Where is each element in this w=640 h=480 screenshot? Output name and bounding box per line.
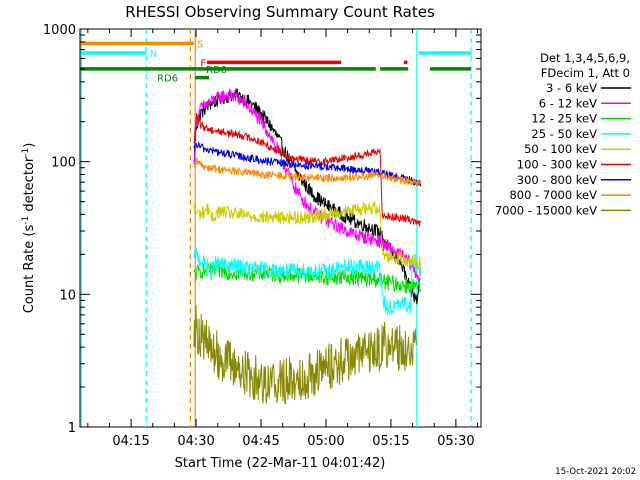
legend: Det 1,3,4,5,6,9, FDecim 1, Att 0 3 - 6 k… (495, 51, 631, 217)
status-bar-label-n: N (150, 49, 157, 60)
x-tick-label-0: 04:15 (112, 434, 149, 449)
legend-label-0: 3 - 6 keV (546, 81, 597, 95)
y-tick-label-2: 100 (51, 156, 76, 171)
legend-label-6: 300 - 800 keV (517, 173, 597, 187)
legend-label-1: 6 - 12 keV (539, 96, 597, 110)
y-axis-label-part-3: ) (22, 143, 37, 148)
y-axis-label-part-2: detector (22, 156, 37, 216)
plot-area: S N F RD6 RD0 1 10 100 1000 04:15 04:30 04:45 05:0… (43, 23, 482, 449)
series-line-8 (193, 305, 417, 405)
x-tick-label-2: 04:45 (242, 434, 279, 449)
series-line-6 (193, 141, 422, 187)
legend-label-2: 12 - 25 keV (531, 112, 597, 126)
generated-timestamp: 15-Oct-2021 20:02 (555, 467, 636, 477)
legend-label-5: 100 - 300 keV (517, 158, 597, 172)
y-axis-label-sup-2: -1 (21, 148, 31, 157)
plot-frame (79, 28, 482, 428)
y-axis-label: Count Rate (s-1 detector-1) (21, 143, 37, 314)
y-axis-label-group: Count Rate (s-1 detector-1) (21, 143, 37, 314)
y-tick-label-3: 1000 (43, 23, 76, 38)
legend-label-4: 50 - 100 keV (524, 142, 597, 156)
series-layer (193, 88, 422, 405)
status-bars: S N F RD6 RD0 (80, 39, 472, 85)
legend-label-7: 800 - 7000 keV (509, 188, 597, 202)
y-axis-label-sup-1: -1 (21, 216, 31, 225)
series-line-3 (193, 248, 422, 316)
status-bar-label-rd6: RD6 (157, 74, 178, 85)
series-line-5 (193, 113, 422, 227)
series-line-7 (193, 157, 422, 186)
x-axis-ticks: 04:15 04:30 04:45 05:00 05:15 05:30 (87, 29, 479, 449)
y-axis-label-part-1: Count Rate (s (22, 225, 37, 314)
x-tick-label-1: 04:30 (177, 434, 214, 449)
series-line-1 (193, 88, 422, 284)
x-tick-label-5: 05:30 (437, 434, 474, 449)
y-axis-ticks: 1 10 100 1000 (43, 23, 481, 436)
x-tick-label-3: 05:00 (307, 434, 344, 449)
y-tick-label-0: 1 (68, 421, 76, 436)
legend-header-line-1: Det 1,3,4,5,6,9, (540, 51, 630, 65)
chart-title: RHESSI Observing Summary Count Rates (125, 3, 435, 21)
legend-header-line-2: FDecim 1, Att 0 (541, 66, 630, 80)
legend-label-3: 25 - 50 keV (531, 127, 597, 141)
vertical-markers (80, 29, 472, 427)
status-bar-label-rd0: RD0 (206, 65, 227, 76)
y-tick-label-1: 10 (59, 288, 76, 303)
status-bar-label-f: F (200, 58, 206, 69)
legend-label-8: 7000 - 15000 keV (495, 203, 597, 217)
series-line-4 (193, 201, 422, 269)
status-bar-label-s: S (197, 39, 203, 50)
x-tick-label-4: 05:15 (372, 434, 409, 449)
x-axis-label: Start Time (22-Mar-11 04:01:42) (175, 456, 386, 471)
